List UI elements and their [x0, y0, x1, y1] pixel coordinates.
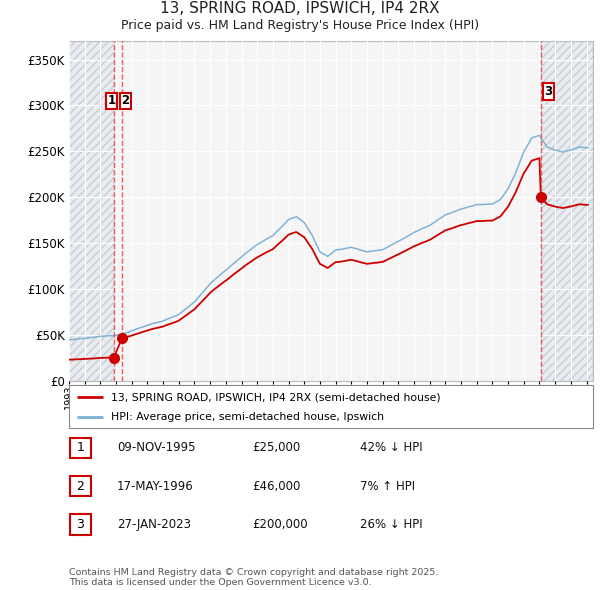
Text: Price paid vs. HM Land Registry's House Price Index (HPI): Price paid vs. HM Land Registry's House … — [121, 19, 479, 32]
Text: 7% ↑ HPI: 7% ↑ HPI — [360, 480, 415, 493]
Text: £25,000: £25,000 — [252, 441, 300, 454]
Bar — [541, 41, 593, 381]
Text: 26% ↓ HPI: 26% ↓ HPI — [360, 518, 422, 531]
Bar — [541, 41, 593, 381]
Text: 13, SPRING ROAD, IPSWICH, IP4 2RX (semi-detached house): 13, SPRING ROAD, IPSWICH, IP4 2RX (semi-… — [111, 392, 440, 402]
FancyBboxPatch shape — [70, 476, 91, 496]
Text: 1: 1 — [107, 94, 115, 107]
Text: 13, SPRING ROAD, IPSWICH, IP4 2RX: 13, SPRING ROAD, IPSWICH, IP4 2RX — [160, 2, 440, 17]
Text: Contains HM Land Registry data © Crown copyright and database right 2025.
This d: Contains HM Land Registry data © Crown c… — [69, 568, 439, 587]
Text: £200,000: £200,000 — [252, 518, 308, 531]
Text: 1: 1 — [76, 441, 85, 454]
Text: 3: 3 — [544, 85, 553, 98]
Text: 2: 2 — [121, 94, 130, 107]
Text: 09-NOV-1995: 09-NOV-1995 — [117, 441, 196, 454]
FancyBboxPatch shape — [70, 514, 91, 535]
Text: 17-MAY-1996: 17-MAY-1996 — [117, 480, 194, 493]
Bar — [69, 41, 114, 381]
Text: 2: 2 — [76, 480, 85, 493]
Text: 3: 3 — [76, 518, 85, 531]
Bar — [69, 41, 114, 381]
FancyBboxPatch shape — [70, 438, 91, 458]
Text: 27-JAN-2023: 27-JAN-2023 — [117, 518, 191, 531]
Text: HPI: Average price, semi-detached house, Ipswich: HPI: Average price, semi-detached house,… — [111, 412, 384, 422]
Text: 42% ↓ HPI: 42% ↓ HPI — [360, 441, 422, 454]
Text: £46,000: £46,000 — [252, 480, 301, 493]
